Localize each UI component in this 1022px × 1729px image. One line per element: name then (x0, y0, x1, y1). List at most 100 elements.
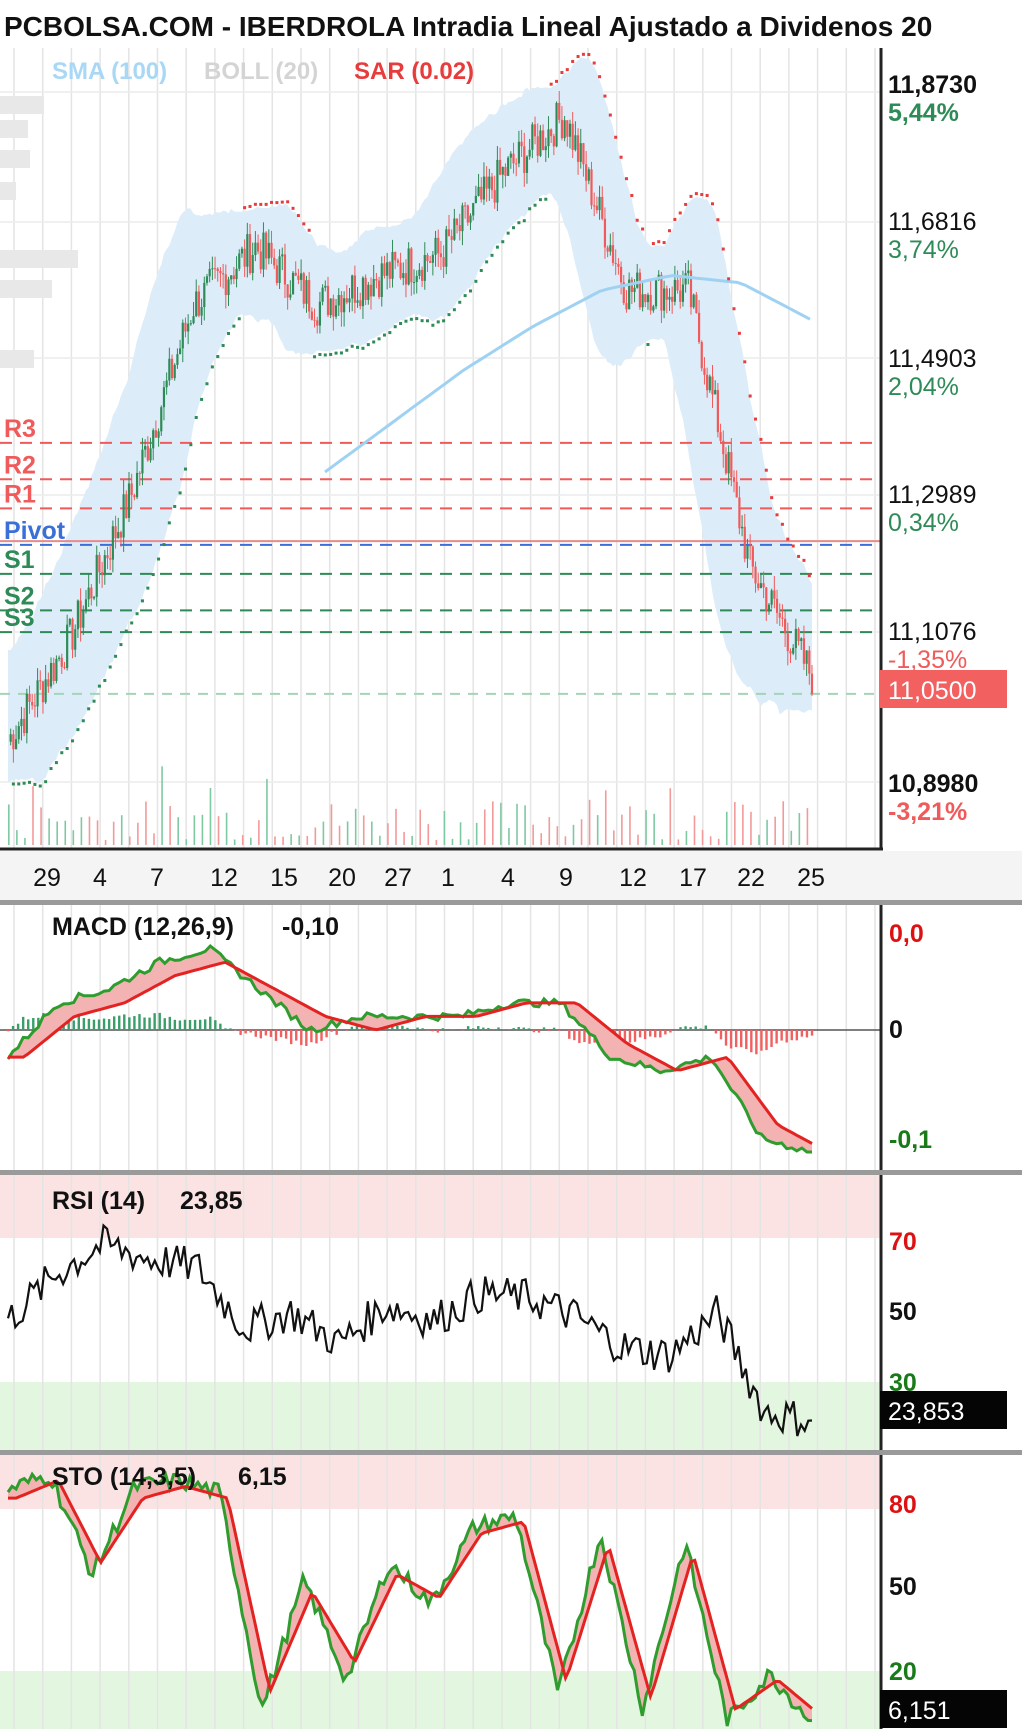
candle-body (802, 638, 806, 664)
candle-body (168, 358, 171, 381)
price-tick: 11,6816 (888, 208, 977, 236)
panel-divider (0, 900, 1022, 905)
volume-bar (395, 808, 397, 845)
sar-dot (216, 355, 220, 359)
macd-hist-bar (279, 1030, 283, 1038)
sar-dot (323, 353, 327, 357)
candle-body (746, 545, 749, 559)
macd-hist-bar (320, 1030, 323, 1041)
candle-body (407, 248, 410, 285)
candle-body (509, 153, 512, 158)
candle-body (130, 483, 133, 496)
volume-bar (669, 788, 672, 845)
sar-dot (802, 558, 806, 562)
sar-dot (684, 202, 688, 206)
macd-tick-bottom: -0,1 (889, 1126, 932, 1154)
sar-dot (442, 319, 446, 323)
sar-dot (786, 537, 790, 541)
x-label: 4 (93, 864, 107, 892)
candle-body (152, 430, 155, 449)
macd-hist-bar (269, 1030, 273, 1037)
macd-hist-bar (355, 1026, 359, 1030)
candle-body (348, 298, 351, 303)
sar-dot (581, 52, 585, 56)
sar-dot (350, 344, 354, 348)
candle-body (146, 446, 149, 461)
sar-dot (641, 227, 645, 231)
sar-dot (232, 324, 236, 328)
sar-dot (356, 345, 360, 349)
candle-body (372, 279, 375, 297)
volume-bar (588, 799, 591, 845)
price-tick-pct: 0,34% (888, 509, 959, 537)
volume-bar (225, 812, 228, 845)
sar-dot (264, 202, 268, 206)
sar-dot (38, 784, 42, 788)
macd-hist-bar (178, 1020, 182, 1030)
candle-body (603, 218, 607, 248)
sar-dot (587, 53, 591, 57)
sar-dot (259, 202, 263, 206)
macd-hist-bar (421, 1028, 424, 1030)
sar-dot (54, 761, 58, 765)
macd-hist-bar (532, 1030, 536, 1033)
candle-body (213, 268, 217, 270)
x-label: 7 (150, 864, 164, 892)
candle-body (49, 662, 53, 687)
candle-body (127, 483, 131, 518)
sar-dot (291, 206, 295, 210)
macd-hist-bar (694, 1026, 697, 1030)
macd-hist-bar (239, 1030, 242, 1035)
volume-bar (685, 830, 688, 845)
candle-body (512, 153, 515, 164)
candle-body (762, 583, 765, 588)
volume-bar (435, 839, 438, 845)
pivot-lines (0, 441, 881, 695)
bollinger-band (8, 57, 812, 784)
candle-body (689, 270, 693, 308)
candle-body (576, 135, 580, 162)
candle-body (230, 275, 233, 280)
candle-body (240, 248, 244, 254)
candle-body (786, 633, 789, 652)
x-axis-labels: 29 4 7 12 15 20 27 1 4 9 12 17 22 25 (33, 864, 825, 892)
macd-hist-bar (654, 1030, 657, 1038)
rsi-line (6, 1223, 813, 1437)
macd-hist-bar (209, 1016, 212, 1030)
volume-bar (604, 790, 607, 845)
sar-dot (76, 728, 80, 732)
macd-hist-bar (704, 1025, 708, 1030)
sar-dot (146, 586, 150, 590)
sar-dot (678, 211, 682, 215)
macd-hist-bar (441, 1028, 445, 1030)
volume-bar (596, 815, 599, 845)
volume-bar (427, 824, 430, 845)
candle-body (735, 481, 738, 498)
volume-bar (282, 836, 284, 845)
candle-body (353, 275, 356, 303)
candle-body (544, 146, 547, 151)
candle-body (450, 236, 453, 240)
candle-body (367, 284, 370, 300)
volume-bar (88, 816, 91, 845)
volume-bar (467, 839, 470, 845)
candle-body (184, 322, 187, 332)
sar-dot (673, 217, 677, 221)
candle-body (622, 282, 625, 304)
candle-body (187, 323, 190, 332)
x-label: 25 (797, 864, 825, 892)
candle-body (477, 186, 480, 196)
sar-dot (469, 289, 473, 293)
candle-body (706, 374, 709, 391)
macd-signal-line (8, 960, 813, 1145)
macd-hist-bar (755, 1030, 758, 1055)
sar-dot (506, 231, 510, 235)
sar-dot (780, 522, 784, 526)
macd-hist-bar (229, 1028, 232, 1030)
candle-body (141, 449, 144, 474)
candle-body (571, 123, 574, 150)
candle-body (329, 298, 332, 316)
candle-body (568, 123, 572, 137)
volume-bar (717, 838, 720, 845)
candle-body (714, 390, 717, 395)
